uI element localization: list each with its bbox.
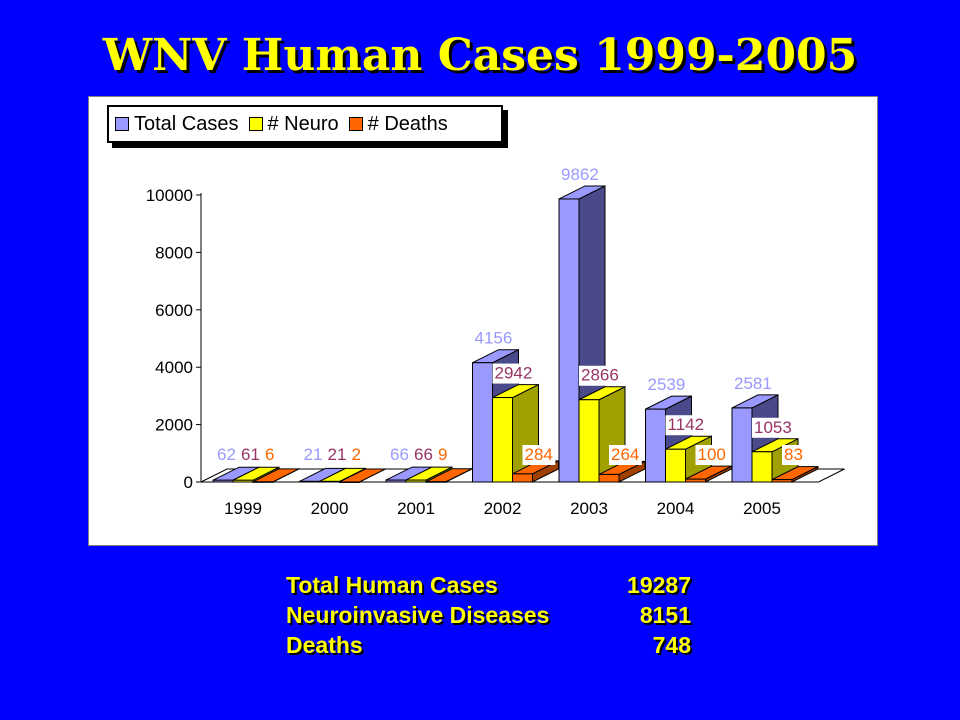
data-label: 66 — [414, 445, 433, 464]
bar — [319, 480, 340, 483]
bar — [252, 481, 274, 483]
bar — [598, 473, 620, 483]
summary-table: Total Human Cases 19287 Neuroinvasive Di… — [286, 570, 691, 660]
data-label: 9862 — [561, 165, 599, 184]
legend-item-total: Total Cases — [115, 113, 239, 136]
bar — [339, 481, 360, 483]
legend-item-neuro: # Neuro — [248, 112, 339, 136]
slide-title: WNV Human Cases 1999-2005 — [102, 30, 858, 81]
bar — [212, 479, 234, 483]
data-label-bg — [263, 445, 277, 465]
data-label-bg — [301, 445, 325, 465]
summary-row-neuro: Neuroinvasive Diseases 8151 — [286, 600, 691, 630]
x-tick-label: 2000 — [311, 499, 349, 518]
data-label: 9 — [438, 445, 447, 464]
y-tick-label: 6000 — [155, 301, 193, 320]
legend-swatch-deaths — [348, 117, 363, 131]
chart-panel: 0 2000 4000 6000 8000 10000 62 61 6 1999 21 21 2 2000… — [88, 96, 878, 546]
data-label: 2581 — [734, 374, 772, 393]
data-label-bg — [492, 363, 535, 384]
bar — [731, 407, 753, 483]
data-label-bg — [325, 445, 349, 465]
bar — [492, 397, 513, 483]
bar — [405, 479, 427, 483]
data-label-bg — [782, 445, 806, 465]
data-label-bg — [239, 445, 263, 465]
data-label: 100 — [698, 445, 726, 464]
bar — [232, 479, 254, 483]
data-label: 2 — [352, 445, 361, 464]
x-tick-label: 2002 — [484, 499, 522, 518]
data-label: 264 — [611, 445, 639, 464]
data-label-bg — [436, 445, 450, 465]
data-label: 21 — [328, 445, 347, 464]
data-label: 2866 — [581, 366, 619, 385]
bar-chart: 0 2000 4000 6000 8000 10000 62 61 6 1999 21 21 2 2000… — [146, 164, 845, 518]
data-label-bg — [349, 445, 364, 465]
bar — [771, 479, 793, 483]
legend-item-deaths: # Deaths — [348, 112, 448, 136]
x-tick-label: 1999 — [224, 499, 262, 518]
summary-value: 748 — [652, 632, 691, 658]
x-tick-label: 2003 — [570, 499, 608, 518]
data-label: 21 — [304, 445, 323, 464]
data-label: 62 — [217, 445, 236, 464]
y-tick-label: 10000 — [146, 186, 193, 205]
data-label: 4156 — [475, 329, 513, 348]
data-label-bg — [645, 375, 688, 396]
data-label-bg — [579, 365, 622, 386]
data-label: 2539 — [648, 375, 686, 394]
y-tick-label: 4000 — [155, 358, 193, 377]
data-label: 1053 — [754, 418, 792, 437]
data-label-bg — [472, 328, 515, 349]
legend-label-deaths: # Deaths — [367, 112, 448, 135]
data-label-bg — [522, 445, 556, 465]
bar — [558, 198, 580, 483]
summary-label: Neuroinvasive Diseases — [286, 602, 550, 628]
bar — [425, 481, 447, 483]
data-label: 6 — [265, 445, 274, 464]
data-label-bg — [412, 445, 436, 465]
data-label: 61 — [241, 445, 260, 464]
data-label-bg — [609, 445, 642, 465]
chart-legend: Total Cases # Neuro # Deaths — [107, 105, 503, 143]
bar — [385, 479, 407, 483]
y-tick-label: 0 — [184, 473, 193, 492]
x-tick-label: 2001 — [397, 499, 435, 518]
data-label: 83 — [784, 445, 803, 464]
data-label-bg — [752, 417, 795, 438]
summary-row-total: Total Human Cases 19287 — [286, 570, 691, 600]
y-tick-label: 8000 — [155, 243, 193, 262]
bar — [299, 480, 320, 483]
summary-label: Total Human Cases — [286, 572, 498, 598]
bar — [472, 362, 493, 483]
bar — [751, 451, 773, 483]
data-label-bg — [388, 445, 412, 465]
summary-value: 8151 — [639, 602, 691, 628]
x-tick-label: 2005 — [743, 499, 781, 518]
legend-swatch-neuro — [248, 117, 263, 131]
data-label-bg — [559, 164, 602, 185]
x-tick-label: 2004 — [657, 499, 695, 518]
bar — [685, 478, 706, 483]
summary-row-deaths: Deaths 748 — [286, 630, 691, 660]
data-label: 2942 — [495, 364, 533, 383]
data-label-bg — [665, 415, 708, 436]
y-tick-label: 2000 — [155, 416, 193, 435]
bar — [512, 473, 533, 483]
data-label: 1142 — [668, 415, 705, 434]
summary-label: Deaths — [286, 632, 363, 658]
bar — [665, 448, 686, 483]
legend-swatch-total — [115, 117, 129, 131]
data-label: 284 — [525, 445, 553, 464]
data-label-bg — [695, 445, 729, 465]
legend-label-neuro: # Neuro — [267, 112, 339, 135]
legend-label-total: Total Cases — [134, 112, 239, 135]
bar — [645, 408, 666, 483]
data-label-bg — [732, 373, 775, 394]
summary-value: 19287 — [627, 572, 691, 598]
bar — [578, 399, 600, 483]
data-label-bg — [215, 445, 239, 465]
data-label: 66 — [390, 445, 409, 464]
